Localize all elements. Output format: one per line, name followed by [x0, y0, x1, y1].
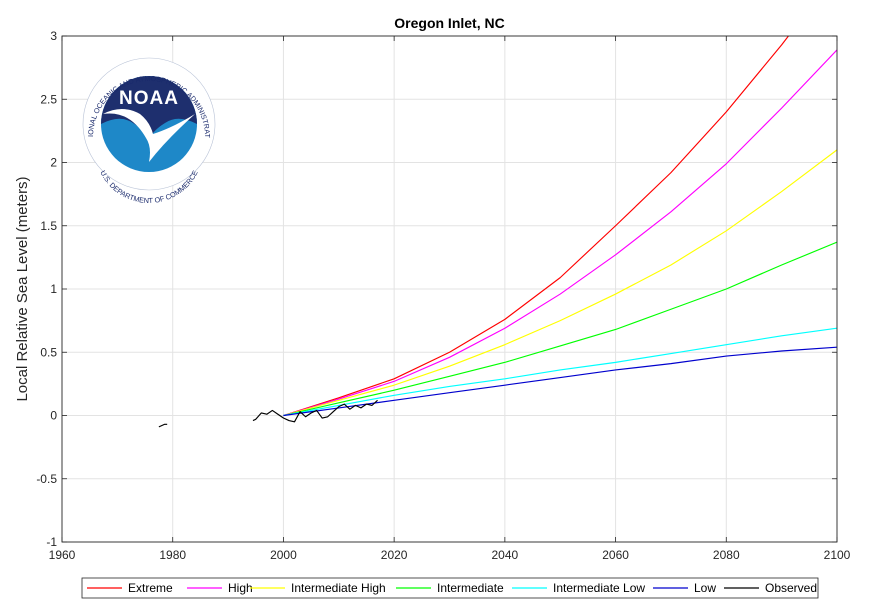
x-tick-label: 2020 [381, 548, 408, 562]
logo-word: NOAA [119, 88, 179, 109]
x-tick-label: 1960 [49, 548, 76, 562]
legend: Extreme High Intermediate High Intermediate… [81, 577, 819, 599]
y-tick-label: 2 [50, 156, 57, 170]
x-tick-label: 2060 [602, 548, 629, 562]
series-line-intermediate [283, 241, 837, 417]
legend-label-intermediate-low: Intermediate Low [553, 581, 645, 595]
y-axis-label: Local Relative Sea Level (meters) [14, 176, 31, 401]
series-line-intermediate-high [283, 149, 837, 417]
x-tick-labels: 1960 1980 2000 2020 2040 2060 2080 2100 [49, 548, 851, 562]
legend-label-high: High [228, 581, 253, 595]
series-line-low [283, 346, 837, 417]
series-line-high [283, 49, 837, 417]
y-tick-label: -0.5 [36, 472, 57, 486]
legend-box [81, 577, 819, 599]
legend-label-intermediate: Intermediate [437, 581, 504, 595]
y-tick-label: 1 [50, 282, 57, 296]
series-layer [158, 36, 837, 428]
seagull-icon [103, 109, 195, 162]
y-tick-label: 0 [50, 409, 57, 423]
legend-label-observed: Observed [765, 581, 817, 595]
ticks [61, 35, 838, 543]
y-tick-label: 3 [50, 29, 57, 43]
x-tick-label: 2080 [713, 548, 740, 562]
x-tick-label: 1980 [159, 548, 186, 562]
series-line-extreme [283, 36, 790, 417]
y-tick-labels: -1 -0.5 0 0.5 1 1.5 2 2.5 3 [36, 29, 57, 549]
legend-label-extreme: Extreme [128, 581, 173, 595]
series-line-observed [252, 399, 378, 423]
y-tick-label: 2.5 [40, 92, 57, 106]
y-tick-label: -1 [46, 535, 57, 549]
noaa-logo: NOAA NATIONAL OCEANIC AND ATMOSPHERIC AD… [0, 0, 216, 205]
legend-label-low: Low [694, 581, 716, 595]
x-tick-label: 2100 [824, 548, 851, 562]
series-line-intermediate-low [283, 327, 837, 417]
y-tick-label: 1.5 [40, 219, 57, 233]
x-tick-label: 2040 [492, 548, 519, 562]
series-line-observed [158, 423, 168, 428]
x-tick-label: 2000 [270, 548, 297, 562]
logo-navy-top [101, 76, 197, 140]
chart-title: Oregon Inlet, NC [394, 15, 504, 31]
y-tick-label: 0.5 [40, 345, 57, 359]
legend-label-intermediate-high: Intermediate High [291, 581, 386, 595]
